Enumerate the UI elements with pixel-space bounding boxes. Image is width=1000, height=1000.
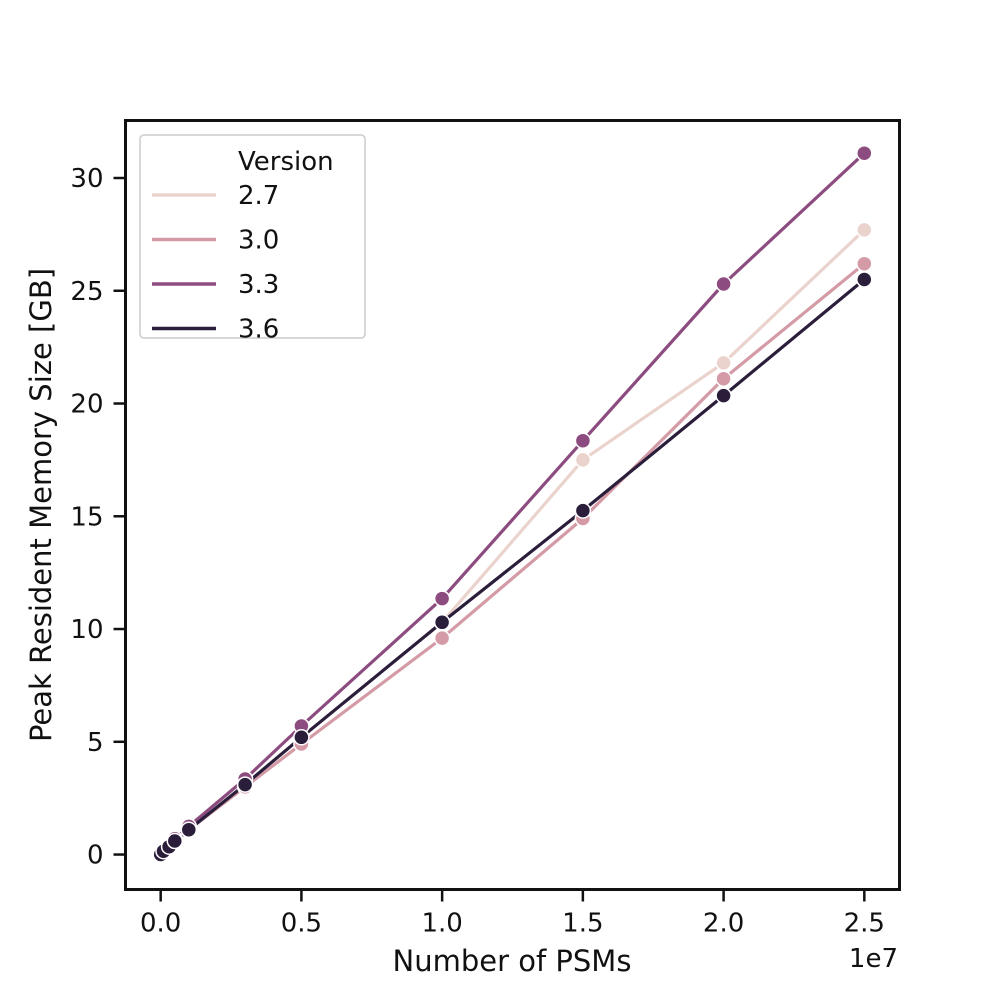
y-tick-label: 5 (87, 728, 104, 758)
data-point-3.3 (433, 590, 451, 607)
y-tick-label: 15 (70, 502, 103, 532)
y-tick-label: 20 (70, 390, 103, 420)
data-point-3.6 (236, 776, 254, 793)
data-point-2.7 (856, 221, 873, 239)
data-point-3.3 (574, 432, 592, 449)
data-point-3.6 (574, 502, 592, 519)
x-tick-label: 1.0 (421, 909, 462, 939)
data-point-3.3 (856, 144, 873, 162)
data-point-3.6 (293, 729, 310, 746)
x-tick-label: 0.0 (140, 909, 181, 939)
legend-title: Version (238, 147, 334, 177)
data-point-2.7 (574, 451, 592, 469)
data-point-3.0 (715, 370, 732, 387)
x-tick-label: 0.5 (281, 909, 322, 939)
data-point-3.0 (856, 255, 873, 272)
data-point-3.6 (180, 821, 198, 838)
legend-label-3.3: 3.3 (238, 270, 279, 300)
y-tick-label: 10 (70, 615, 103, 645)
data-point-3.6 (715, 387, 732, 404)
legend-label-2.7: 2.7 (238, 181, 279, 211)
y-tick-label: 25 (70, 277, 103, 307)
series-line-3.6 (159, 277, 866, 857)
y-axis-label: Peak Resident Memory Size [GB] (24, 268, 58, 742)
legend-label-3.6: 3.6 (238, 315, 279, 345)
legend: Version 2.7 3.0 3.3 3.6 (139, 134, 366, 345)
x-tick-label: 2.0 (703, 909, 744, 939)
legend-label-3.0: 3.0 (238, 226, 279, 256)
y-axis: 0 5 10 15 20 25 30 (70, 164, 126, 871)
data-point-3.0 (433, 629, 451, 647)
data-point-3.6 (433, 614, 451, 631)
plot-marks (152, 144, 873, 863)
x-axis-label: Number of PSMs (393, 944, 632, 978)
data-point-2.7 (715, 354, 732, 372)
x-axis-offset-label: 1e7 (849, 944, 898, 974)
data-point-3.6 (166, 832, 184, 850)
x-tick-label: 1.5 (562, 909, 603, 939)
data-point-3.6 (856, 271, 873, 288)
legend-entries: 2.7 3.0 3.3 3.6 (152, 181, 279, 345)
y-tick-label: 30 (70, 164, 103, 194)
legend-box (139, 134, 366, 339)
x-axis: 0.0 0.5 1.0 1.5 2.0 2.5 (140, 889, 885, 939)
y-tick-label: 0 (87, 841, 104, 871)
x-tick-label: 2.5 (844, 909, 885, 939)
plot-frame (124, 119, 901, 891)
data-point-3.3 (715, 275, 732, 293)
